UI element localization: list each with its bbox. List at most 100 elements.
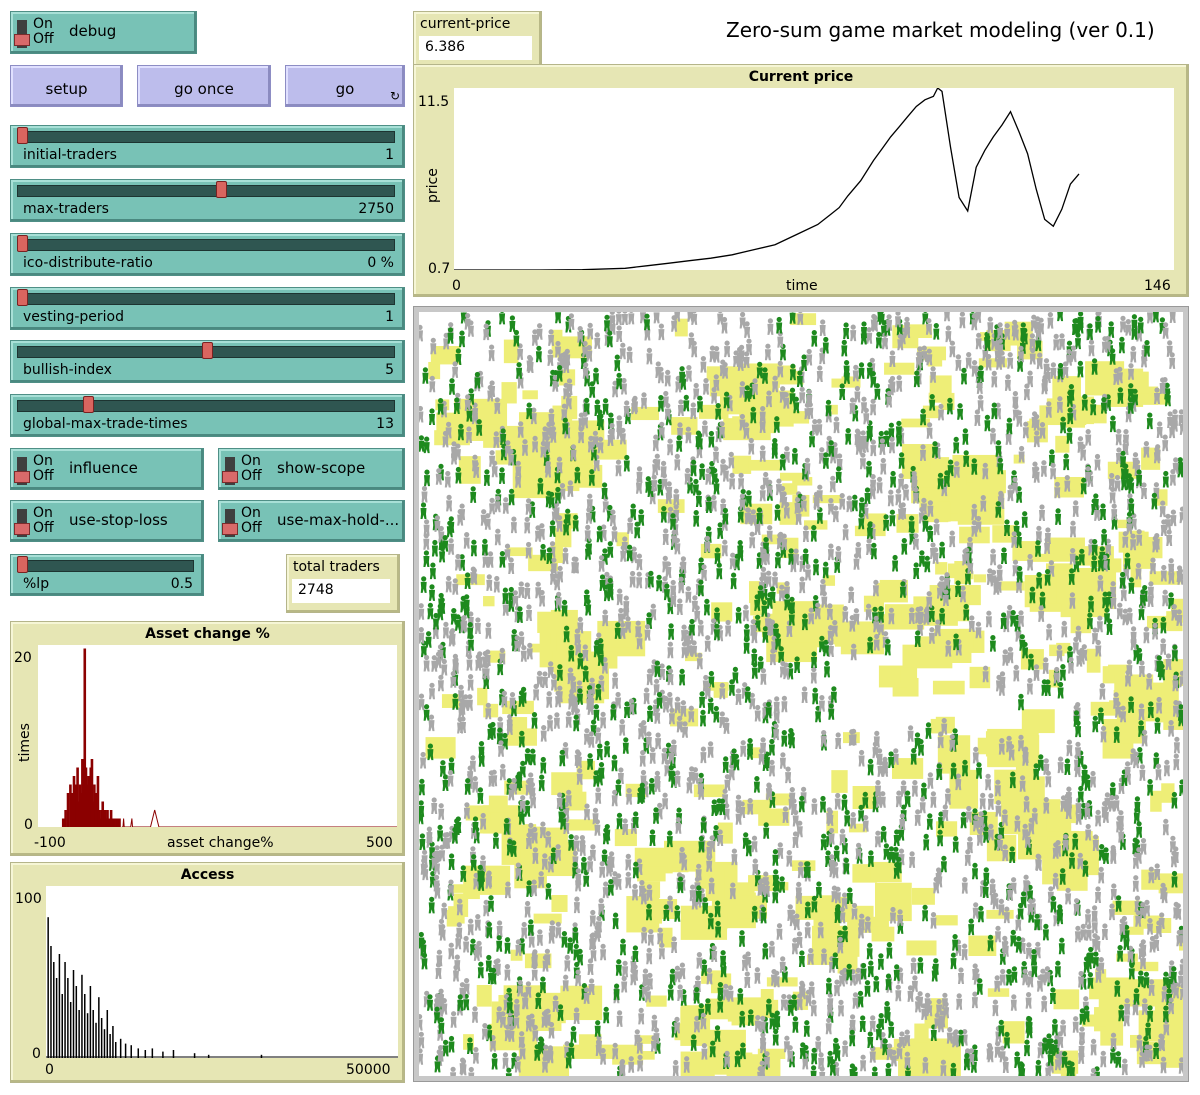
trader-turtle — [662, 528, 669, 545]
access-plot: Access 100 0 0 50000 — [10, 862, 405, 1083]
trader-turtle — [968, 918, 975, 936]
trader-turtle — [1156, 696, 1163, 714]
trader-turtle — [921, 1003, 928, 1020]
trader-turtle — [820, 833, 827, 851]
slider-thumb[interactable] — [17, 289, 28, 306]
trader-turtle — [1154, 717, 1161, 734]
slider-thumb[interactable] — [17, 127, 28, 144]
trader-turtle — [864, 487, 871, 504]
show-scope-switch[interactable]: On Off show-scope — [218, 448, 405, 490]
trader-turtle — [1147, 918, 1153, 935]
trader-turtle — [860, 1054, 867, 1072]
switch-off-label: Off — [241, 468, 262, 484]
trader-turtle — [593, 770, 600, 787]
trader-turtle — [895, 790, 902, 808]
trader-turtle — [453, 397, 460, 414]
trader-turtle — [594, 332, 601, 349]
go-once-button[interactable]: go once — [137, 65, 271, 107]
patch — [978, 358, 1007, 368]
use-max-hold-switch[interactable]: On Off use-max-hold-... — [218, 500, 405, 542]
trader-turtle — [813, 493, 820, 510]
histogram-bar — [64, 810, 67, 827]
trader-turtle — [858, 497, 865, 514]
trader-turtle — [791, 994, 798, 1011]
trader-turtle — [693, 987, 700, 1004]
slider-initial-traders[interactable]: initial-traders 1 — [10, 125, 405, 168]
world-view[interactable] — [413, 306, 1189, 1082]
histogram-bar — [93, 784, 96, 827]
trader-turtle — [717, 522, 724, 539]
slider-global-max-trade-times[interactable]: global-max-trade-times 13 — [10, 394, 405, 437]
trader-turtle — [681, 624, 688, 642]
influence-switch[interactable]: On Off influence — [10, 448, 204, 490]
lp-slider[interactable]: %lp 0.5 — [10, 554, 204, 596]
trader-turtle — [946, 1027, 953, 1044]
slider-thumb[interactable] — [216, 181, 228, 198]
trader-turtle — [526, 642, 533, 660]
patch — [1012, 541, 1040, 561]
trader-turtle — [784, 593, 791, 611]
patch — [646, 905, 660, 915]
trader-turtle — [810, 666, 817, 684]
trader-turtle — [1064, 475, 1071, 492]
trader-turtle — [776, 316, 783, 334]
trader-turtle — [667, 895, 674, 913]
histogram-bar — [58, 954, 61, 1058]
slider-ico-distribute-ratio[interactable]: ico-distribute-ratio 0 % — [10, 233, 405, 276]
trader-turtle — [1117, 387, 1124, 404]
trader-turtle — [965, 352, 972, 369]
trader-turtle — [823, 639, 829, 657]
trader-turtle — [701, 959, 708, 976]
slider-vesting-period[interactable]: vesting-period 1 — [10, 287, 405, 330]
trader-turtle — [853, 553, 860, 570]
trader-turtle — [875, 1023, 882, 1041]
trader-turtle — [531, 964, 538, 981]
trader-turtle — [1146, 673, 1153, 690]
trader-turtle — [448, 942, 455, 960]
trader-turtle — [1161, 985, 1168, 1003]
patch — [902, 644, 953, 669]
slider-bullish-index[interactable]: bullish-index 5 — [10, 340, 405, 383]
trader-turtle — [588, 731, 595, 748]
trader-turtle — [759, 445, 766, 462]
trader-turtle — [1178, 1057, 1183, 1074]
trader-turtle — [765, 570, 772, 588]
use-stop-loss-switch[interactable]: On Off use-stop-loss — [10, 500, 204, 542]
trader-turtle — [470, 854, 477, 871]
trader-turtle — [1162, 434, 1169, 452]
trader-turtle — [619, 342, 626, 360]
slider-thumb[interactable] — [17, 556, 28, 573]
patch — [1117, 519, 1130, 529]
trader-turtle — [1019, 775, 1026, 792]
debug-switch[interactable]: On Off debug — [10, 11, 197, 54]
trader-turtle — [888, 846, 895, 863]
trader-turtle — [959, 312, 966, 329]
slider-max-traders[interactable]: max-traders 2750 — [10, 179, 405, 222]
slider-thumb[interactable] — [201, 342, 213, 359]
trader-turtle — [524, 582, 531, 599]
trader-turtle — [796, 931, 803, 948]
patch — [1046, 812, 1072, 832]
slider-thumb[interactable] — [83, 396, 95, 413]
histogram-bar — [61, 994, 63, 1058]
trader-turtle — [927, 500, 934, 517]
trader-turtle — [1044, 366, 1051, 383]
trader-turtle — [571, 698, 578, 715]
trader-turtle — [709, 835, 716, 852]
trader-turtle — [472, 1006, 478, 1023]
slider-thumb[interactable] — [17, 235, 28, 252]
trader-turtle — [724, 1050, 731, 1068]
trader-turtle — [653, 807, 659, 824]
trader-turtle — [1007, 646, 1014, 664]
trader-turtle — [665, 561, 672, 578]
trader-turtle — [701, 564, 707, 581]
trader-turtle — [463, 935, 470, 953]
histogram-bar — [78, 1010, 80, 1058]
trader-turtle — [1137, 970, 1144, 988]
trader-turtle — [747, 798, 754, 815]
trader-turtle — [858, 362, 865, 379]
trader-turtle — [442, 621, 449, 639]
go-button[interactable]: go ↻ — [285, 65, 405, 107]
trader-turtle — [613, 983, 620, 1001]
setup-button[interactable]: setup — [10, 65, 123, 107]
